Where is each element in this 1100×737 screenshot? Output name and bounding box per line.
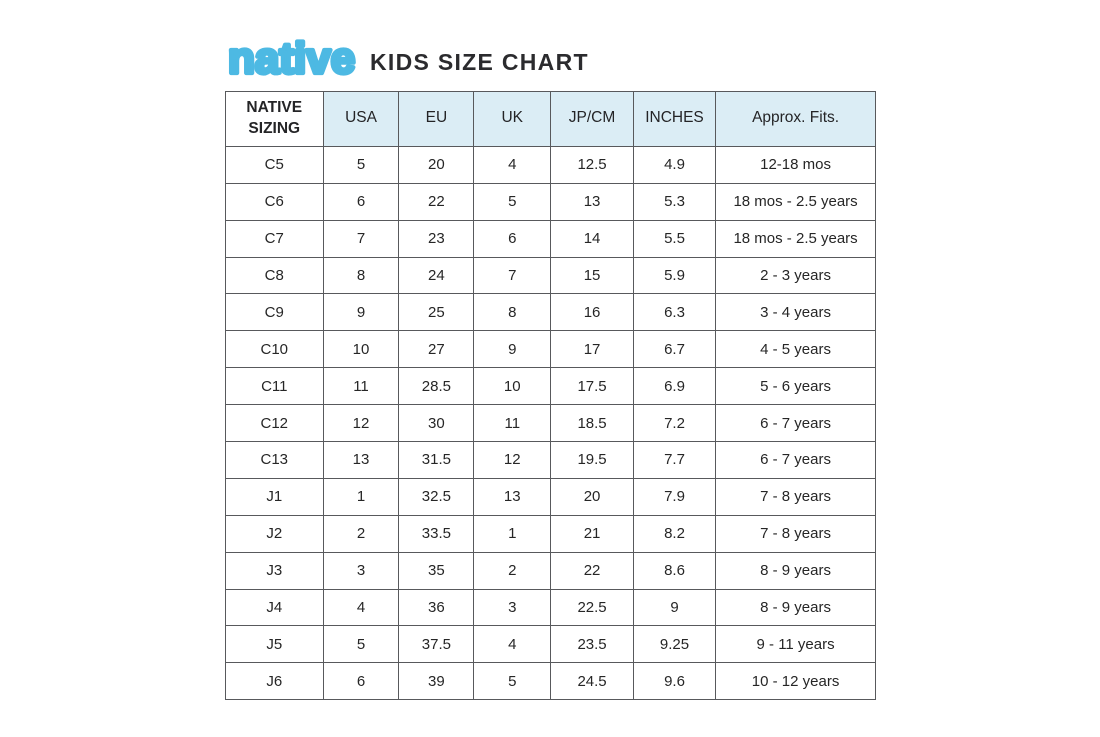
svg-text:native: native — [228, 34, 355, 83]
